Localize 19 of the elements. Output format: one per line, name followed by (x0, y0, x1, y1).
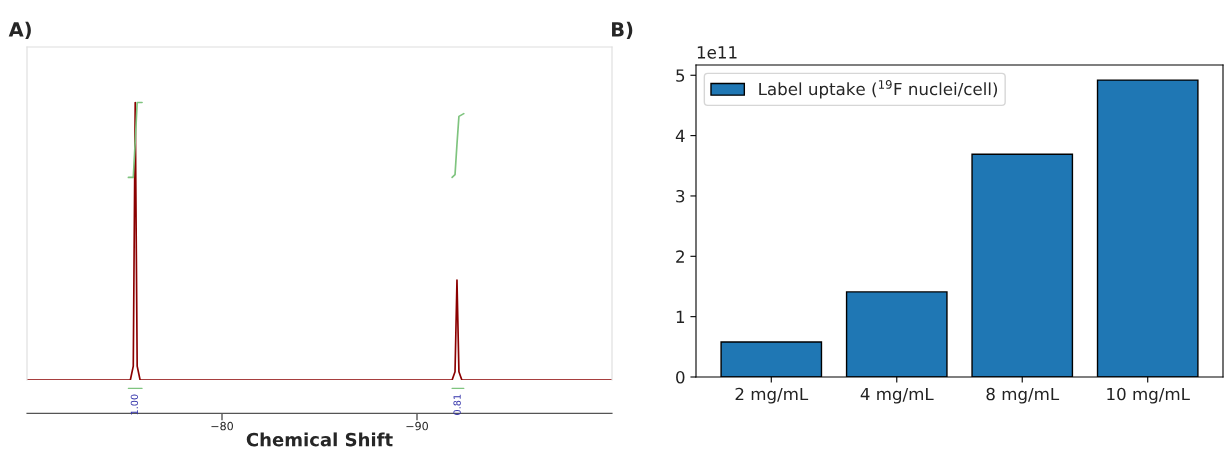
x-tick-label: 10 mg/mL (1107, 387, 1190, 404)
x-tick-label: −80 (211, 421, 233, 431)
chart-title: A) (8, 21, 31, 40)
x-tick-label: 8 mg/mL (986, 387, 1060, 404)
text: 1.00 (130, 394, 139, 415)
text: 0.81 (453, 394, 461, 415)
x-tick-label: 4 mg/mL (860, 387, 934, 404)
y-tick-label: 1 (676, 310, 685, 323)
y-tick-label: 0 (676, 370, 685, 384)
y-tick-label: 5 (676, 69, 685, 82)
x-tick-label: −90 (406, 421, 428, 431)
x-tick-label: 2 mg/mL (735, 387, 809, 404)
legend-label: Label uptake ($^{19}$F nuclei/cell) (759, 80, 998, 99)
chart-title: B) (612, 21, 633, 40)
y-tick-label: 4 (675, 129, 685, 142)
y-tick-label: 3 (676, 189, 685, 203)
text: 1e11 (697, 46, 737, 59)
y-tick-label: 2 (676, 250, 684, 263)
x-axis-title: Chemical Shift (246, 432, 393, 447)
